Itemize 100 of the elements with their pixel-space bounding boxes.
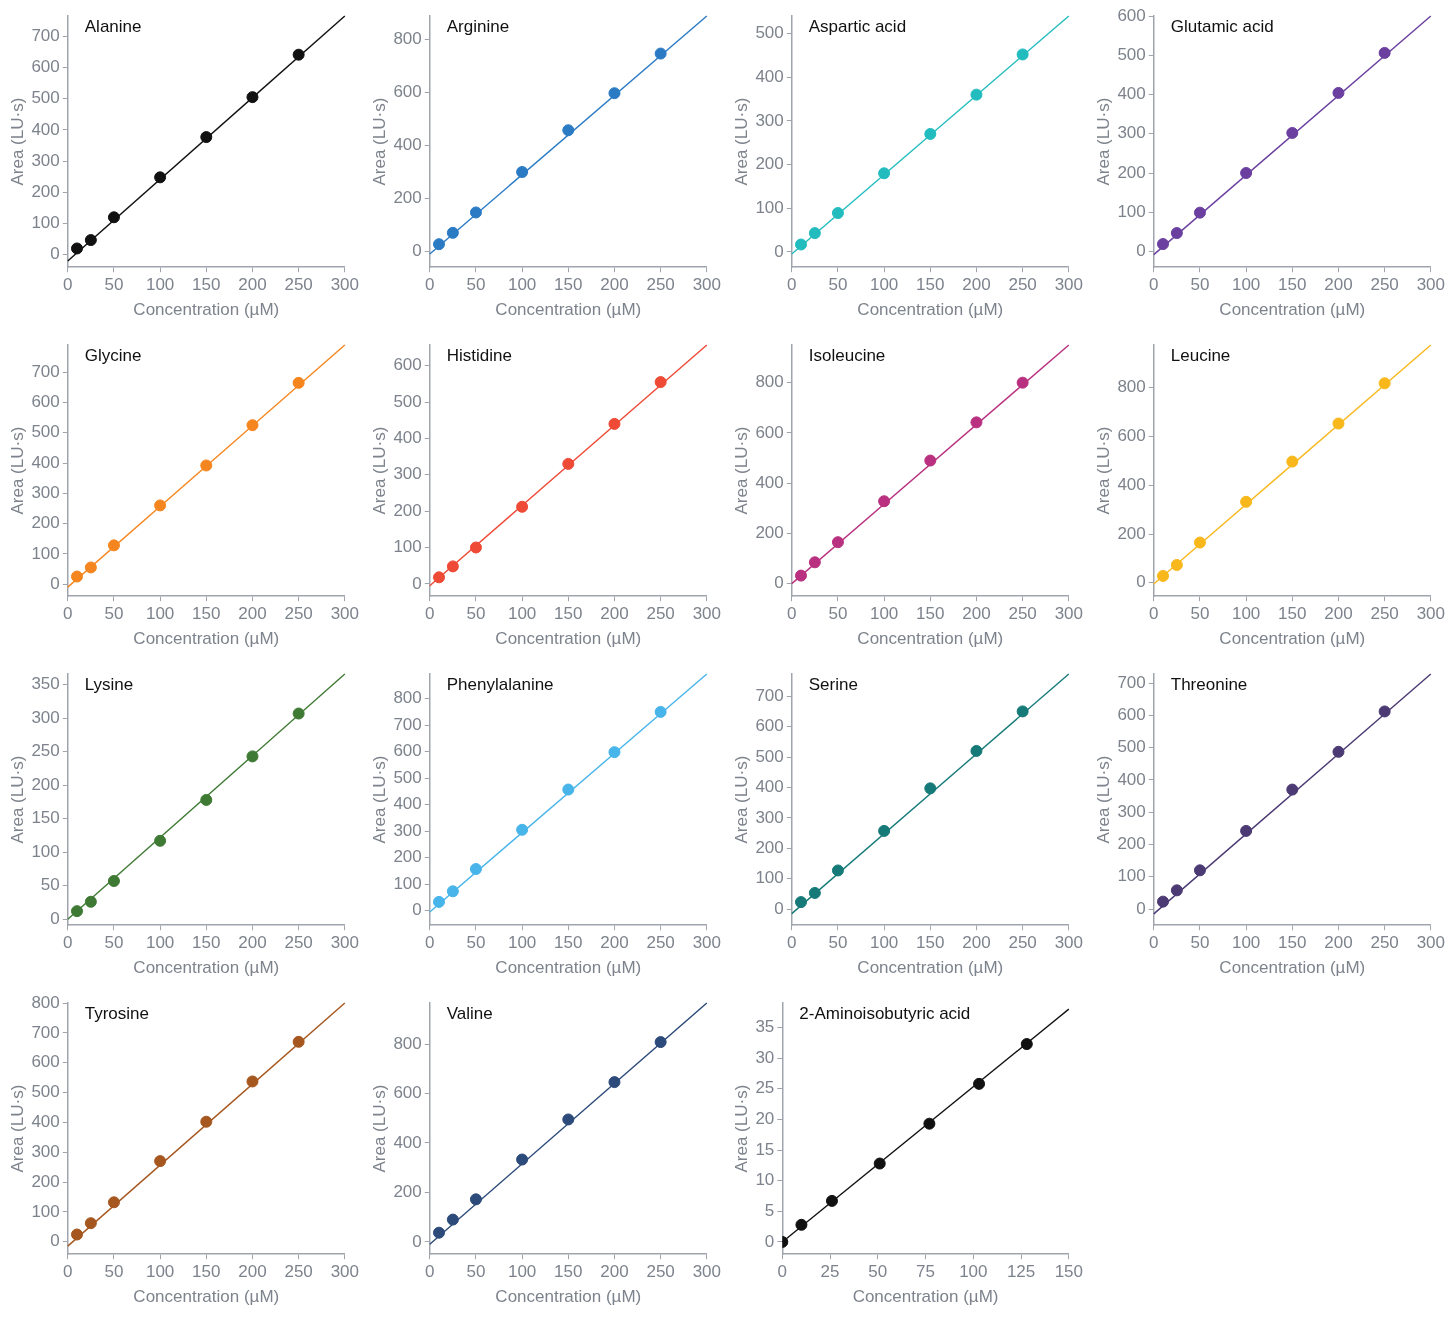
point xyxy=(1378,46,1391,59)
point xyxy=(970,88,983,101)
x-tick-label: 300 xyxy=(692,275,722,295)
y-axis-title: Area (LU·s) xyxy=(7,1084,27,1173)
point xyxy=(246,419,259,432)
point xyxy=(1240,495,1253,508)
y-axis-title: Area (LU·s) xyxy=(7,426,27,515)
x-tick-label: 300 xyxy=(330,275,360,295)
y-tick-label: 250 xyxy=(31,741,60,761)
x-axis-title: Concentration (µM) xyxy=(1219,958,1366,978)
y-axis-title: Area (LU·s) xyxy=(369,1084,389,1173)
point xyxy=(154,834,167,847)
x-tick-label: 100 xyxy=(1231,933,1261,953)
y-tick-label: 200 xyxy=(755,523,784,543)
x-tick-label: 250 xyxy=(646,604,675,624)
point xyxy=(1157,569,1169,582)
point xyxy=(200,793,213,806)
x-tick-label: 100 xyxy=(507,933,537,953)
point xyxy=(84,895,97,908)
y-tick-label: 200 xyxy=(1117,162,1146,182)
y-tick-label: 200 xyxy=(1117,523,1146,543)
y-tick-label: 0 xyxy=(774,241,784,261)
point xyxy=(1157,895,1169,908)
point xyxy=(469,1193,482,1206)
x-tick-label: 50 xyxy=(1190,275,1210,295)
y-tick-label: 100 xyxy=(755,197,784,217)
y-tick-label: 600 xyxy=(31,57,60,77)
x-tick-label: 200 xyxy=(1324,275,1353,295)
y-axis-title: Area (LU·s) xyxy=(731,1084,751,1173)
x-tick-label: 25 xyxy=(820,1262,840,1282)
x-tick-label: 250 xyxy=(646,1262,675,1282)
y-tick-label: 400 xyxy=(755,777,784,797)
y-tick-label: 0 xyxy=(1136,898,1146,918)
point xyxy=(107,211,120,224)
x-tick-label: 250 xyxy=(1370,604,1399,624)
y-tick-label: 100 xyxy=(31,841,60,861)
x-tick-label: 100 xyxy=(1231,604,1261,624)
y-axis-title: Area (LU·s) xyxy=(369,97,389,186)
y-tick-label: 0 xyxy=(50,573,60,593)
point xyxy=(446,1213,459,1226)
point xyxy=(608,1076,621,1089)
y-tick-label: 600 xyxy=(31,1052,60,1072)
y-tick-label: 100 xyxy=(31,543,60,563)
y-tick-label: 800 xyxy=(393,1033,422,1053)
x-axis-title: Concentration (µM) xyxy=(133,300,280,320)
x-tick-label: 150 xyxy=(916,933,945,953)
y-tick-label: 700 xyxy=(31,361,60,381)
y-tick-label: 100 xyxy=(393,873,422,893)
x-tick-label: 150 xyxy=(916,604,945,624)
x-tick-label: 0 xyxy=(1149,275,1159,295)
x-tick-label: 125 xyxy=(1006,1262,1036,1282)
x-tick-label: 100 xyxy=(145,933,175,953)
point xyxy=(71,242,83,255)
point xyxy=(924,127,937,140)
y-axis-title: Area (LU·s) xyxy=(731,755,751,844)
chart-title: Alanine xyxy=(84,17,142,37)
point xyxy=(1286,455,1299,468)
x-tick-label: 150 xyxy=(554,604,583,624)
y-tick-label: 0 xyxy=(1136,572,1146,592)
point xyxy=(246,91,259,104)
y-tick-label: 800 xyxy=(31,992,60,1012)
x-tick-label: 150 xyxy=(192,933,221,953)
point xyxy=(873,1157,886,1170)
point xyxy=(970,744,983,757)
y-tick-label: 10 xyxy=(755,1170,775,1190)
point xyxy=(446,885,459,898)
x-tick-label: 200 xyxy=(1324,933,1353,953)
x-tick-label: 0 xyxy=(425,604,435,624)
y-tick-label: 400 xyxy=(755,472,784,492)
y-tick-label: 300 xyxy=(31,1141,60,1161)
y-tick-label: 500 xyxy=(31,88,60,108)
y-tick-label: 500 xyxy=(1117,737,1146,757)
point xyxy=(973,1077,986,1090)
chart-title: Serine xyxy=(808,675,858,695)
x-tick-label: 50 xyxy=(466,1262,486,1282)
x-tick-label: 100 xyxy=(1231,275,1261,295)
y-tick-label: 600 xyxy=(393,355,422,375)
y-tick-label: 400 xyxy=(31,452,60,472)
chart-title: Tyrosine xyxy=(84,1004,150,1024)
point xyxy=(795,569,807,582)
y-tick-label: 500 xyxy=(393,391,422,411)
y-tick-label: 50 xyxy=(40,875,60,895)
y-tick-label: 200 xyxy=(31,774,60,794)
x-tick-label: 100 xyxy=(145,275,175,295)
x-tick-label: 250 xyxy=(1008,275,1037,295)
x-tick-label: 200 xyxy=(600,933,629,953)
x-axis-title: Concentration (µM) xyxy=(133,958,280,978)
y-tick-label: 500 xyxy=(31,422,60,442)
y-tick-label: 25 xyxy=(755,1078,775,1098)
x-axis-title: Concentration (µM) xyxy=(133,1287,280,1307)
point xyxy=(1240,167,1253,179)
y-tick-label: 200 xyxy=(31,1171,60,1191)
x-tick-label: 150 xyxy=(192,1262,221,1282)
y-tick-label: 600 xyxy=(1117,426,1146,446)
y-tick-label: 300 xyxy=(31,150,60,170)
y-tick-label: 0 xyxy=(50,1231,60,1251)
x-tick-label: 150 xyxy=(192,604,221,624)
x-tick-label: 200 xyxy=(962,275,991,295)
x-tick-label: 100 xyxy=(869,933,899,953)
x-tick-label: 300 xyxy=(1416,933,1446,953)
